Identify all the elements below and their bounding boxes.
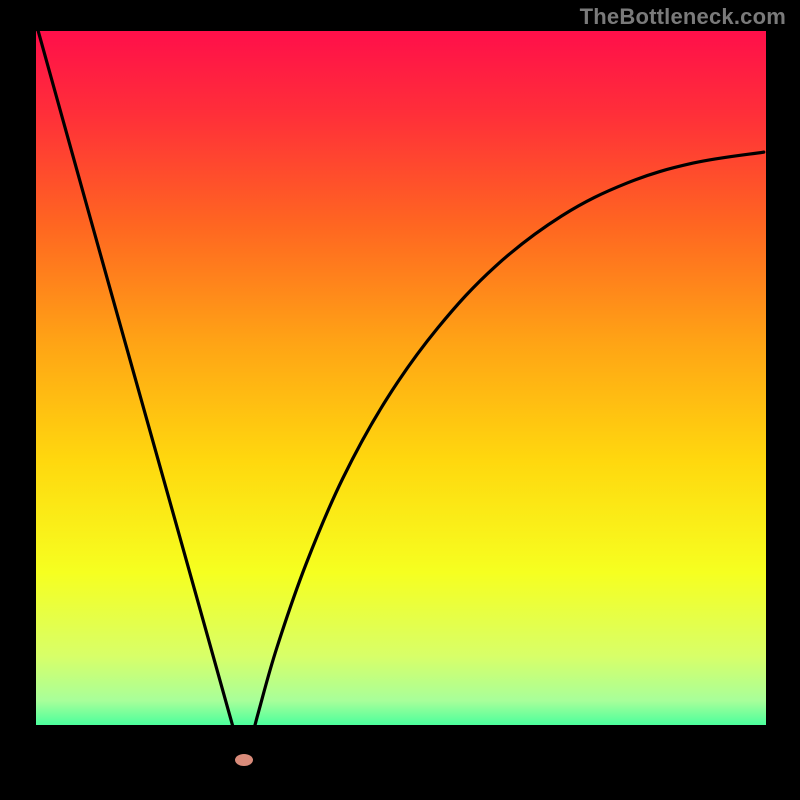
watermark-text: TheBottleneck.com bbox=[580, 4, 786, 30]
curve-line bbox=[38, 31, 764, 761]
chart-container: TheBottleneck.com bbox=[0, 0, 800, 800]
valley-marker bbox=[235, 754, 253, 766]
plot-area bbox=[36, 31, 766, 765]
curve-svg bbox=[36, 31, 766, 765]
